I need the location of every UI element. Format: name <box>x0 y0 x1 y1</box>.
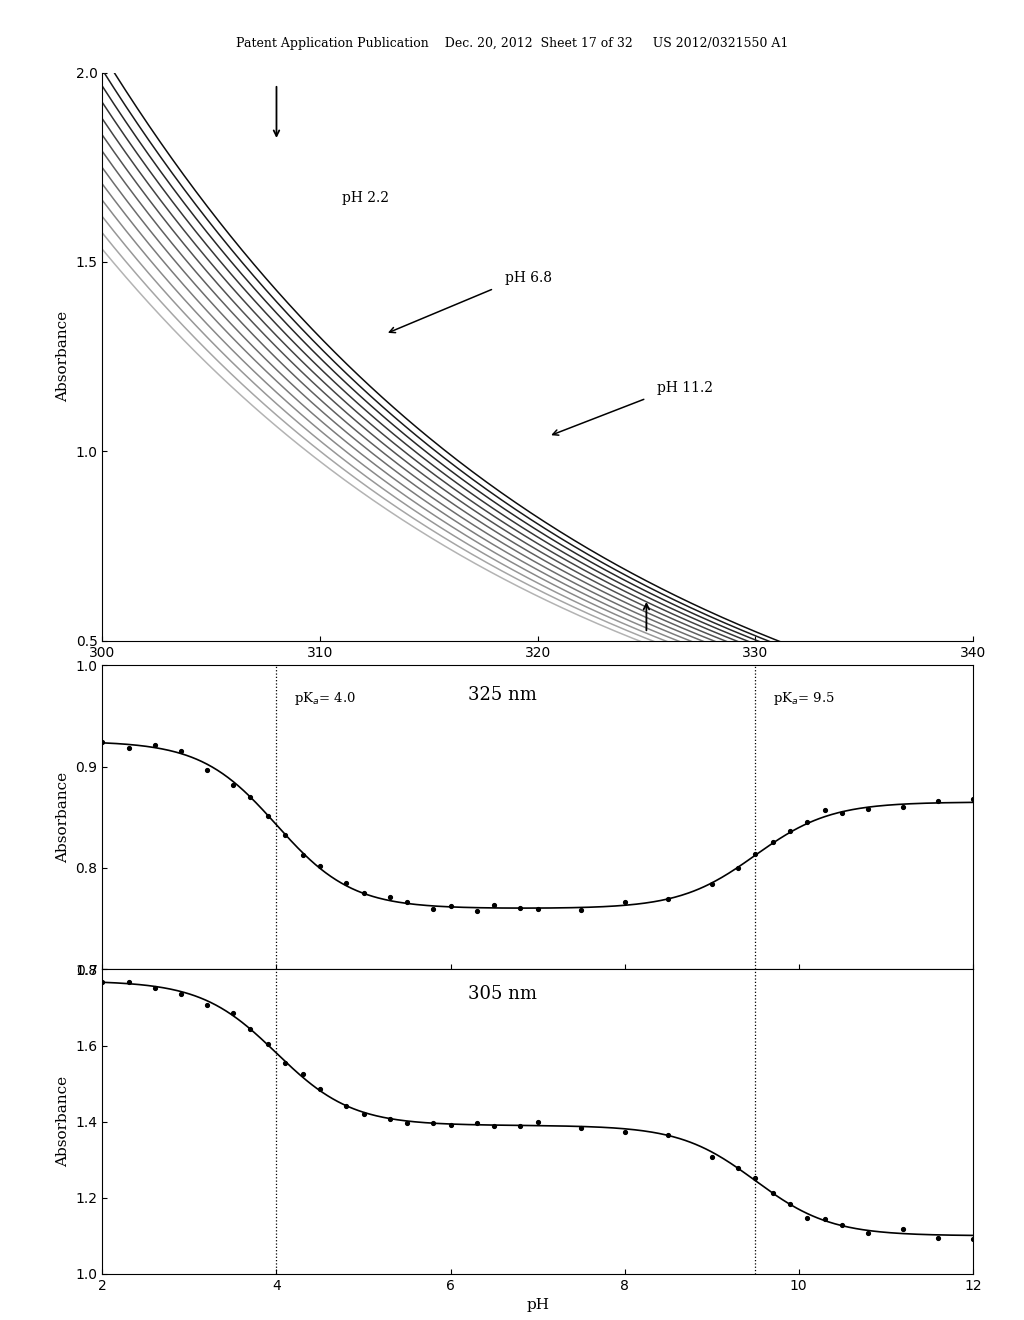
Text: pH 6.8: pH 6.8 <box>505 271 552 285</box>
Text: pK$_a$= 4.0: pK$_a$= 4.0 <box>294 690 356 708</box>
X-axis label: pH: pH <box>526 1298 549 1312</box>
Text: pK$_a$= 9.5: pK$_a$= 9.5 <box>772 690 835 708</box>
Y-axis label: Absorbance: Absorbance <box>56 772 70 863</box>
Text: Patent Application Publication    Dec. 20, 2012  Sheet 17 of 32     US 2012/0321: Patent Application Publication Dec. 20, … <box>236 37 788 50</box>
Y-axis label: Absorbance: Absorbance <box>56 1076 70 1167</box>
Y-axis label: Absorbance: Absorbance <box>56 312 70 403</box>
Text: 305 nm: 305 nm <box>468 985 538 1003</box>
Text: pH 2.2: pH 2.2 <box>342 190 389 205</box>
X-axis label: Wavelength, nm: Wavelength, nm <box>475 665 600 680</box>
Text: pH 11.2: pH 11.2 <box>657 380 714 395</box>
Text: FIG. 18A: FIG. 18A <box>494 743 582 762</box>
Text: 325 nm: 325 nm <box>468 686 538 705</box>
